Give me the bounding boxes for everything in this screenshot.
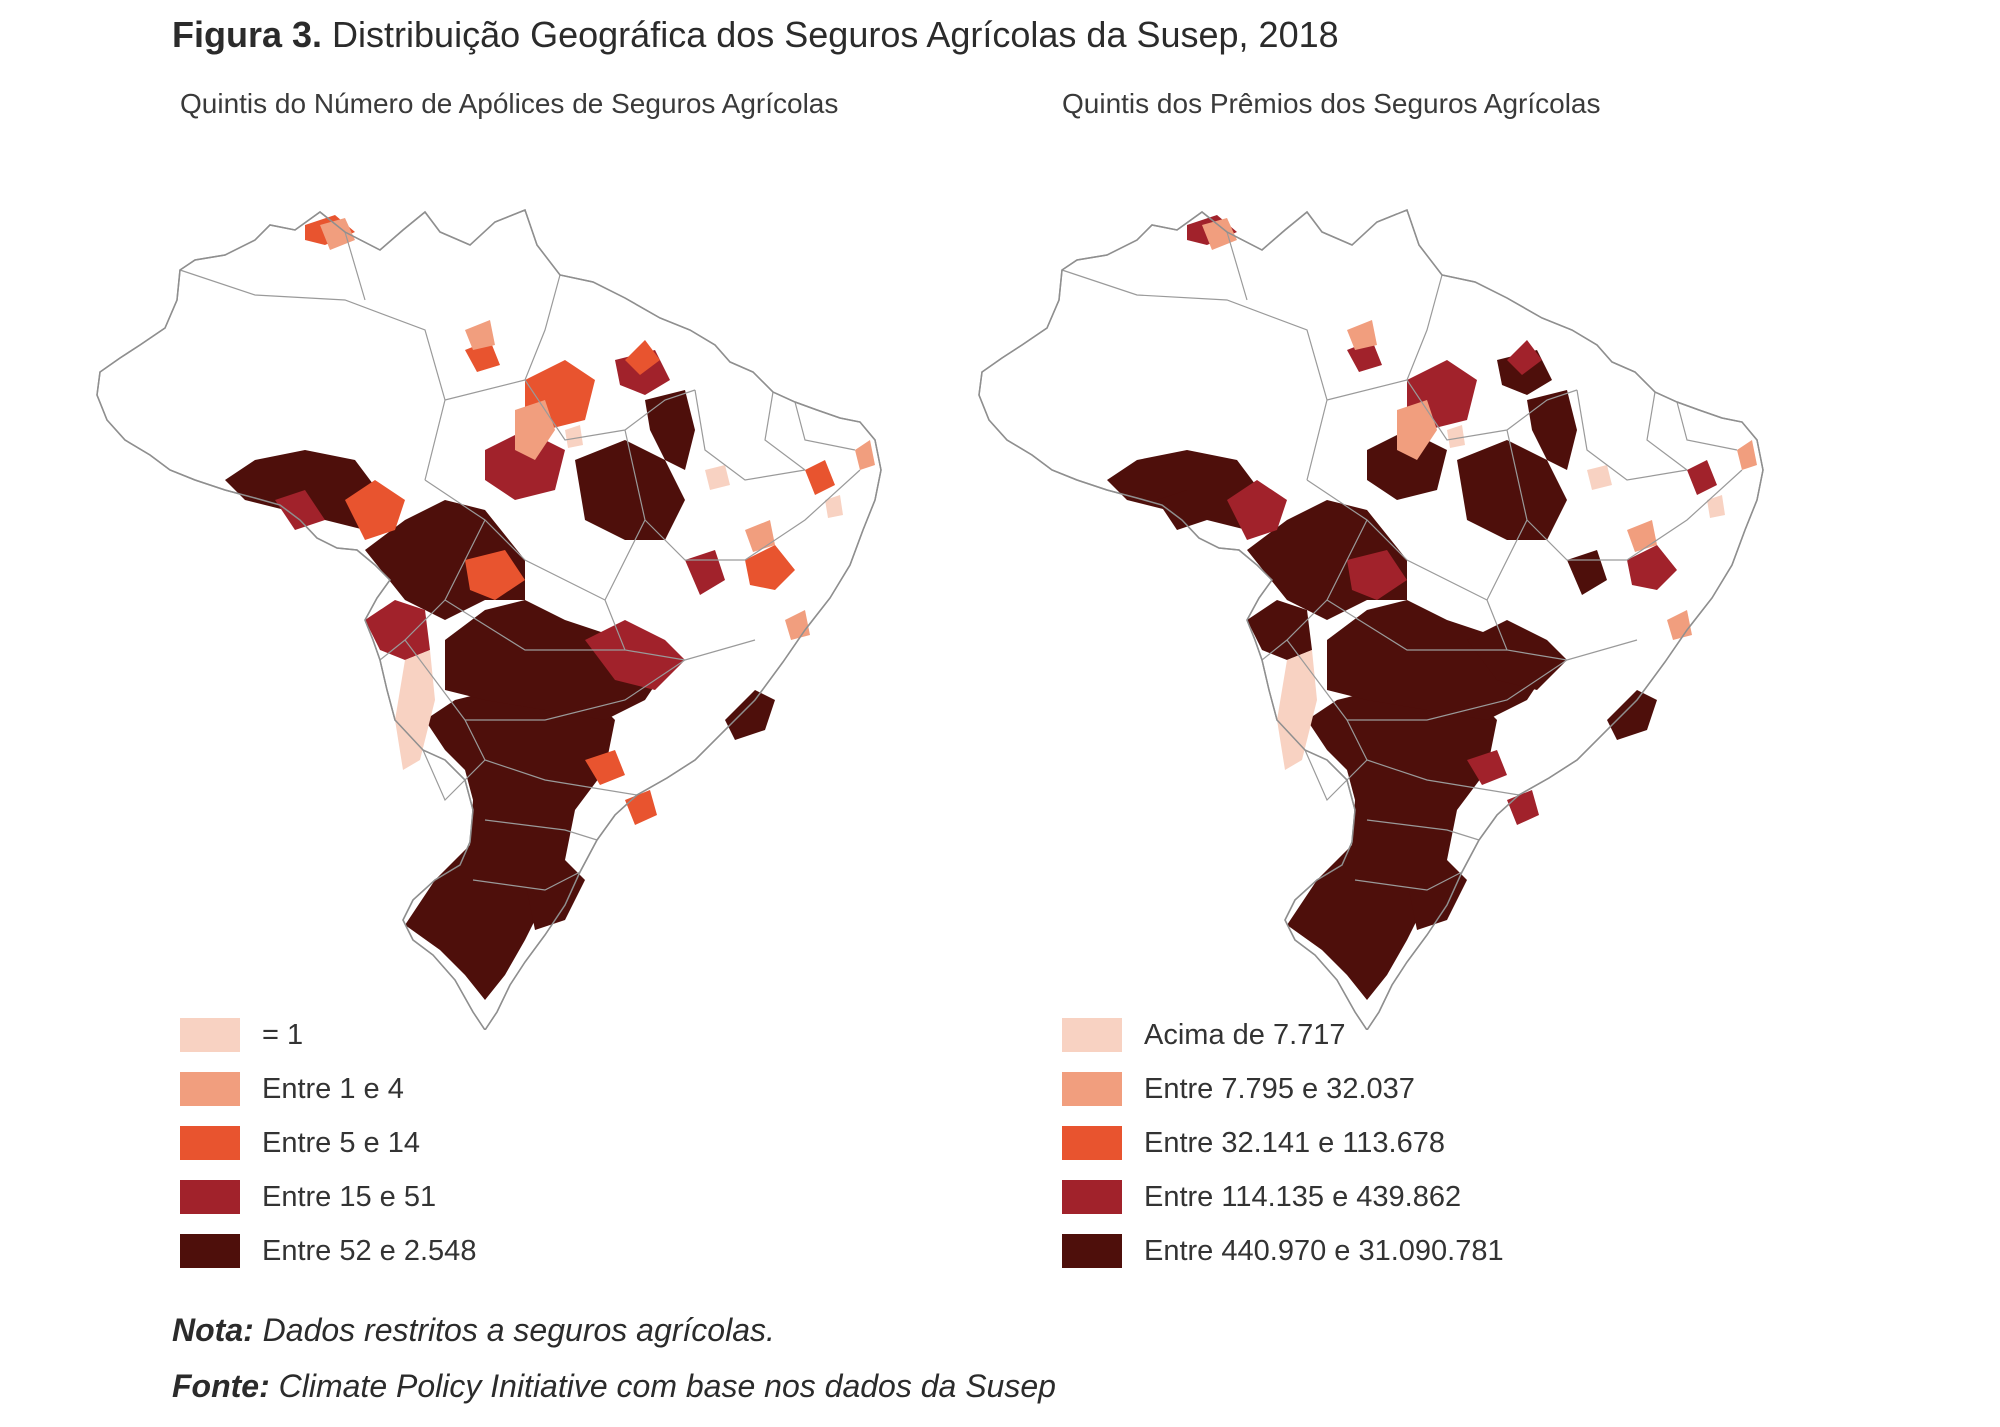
- legend-item: Entre 15 e 51: [180, 1170, 476, 1224]
- map-region-q4: [485, 430, 565, 500]
- map-region-q5: [1607, 690, 1657, 740]
- map-region-q1: [1277, 650, 1317, 770]
- map-region-q3: [805, 460, 835, 495]
- map-region-q2: [855, 440, 875, 470]
- right-map-patches: [1107, 215, 1757, 1000]
- figure-title: Figura 3. Distribuição Geográfica dos Se…: [172, 14, 1339, 56]
- map-region-q1: [565, 425, 583, 448]
- legend-swatch: [1062, 1180, 1122, 1214]
- map-region-q2: [465, 320, 495, 350]
- map-region-q4: [1467, 750, 1507, 785]
- map-region-q5: [1327, 600, 1547, 720]
- right-map-subtitle: Quintis dos Prêmios dos Seguros Agrícola…: [1062, 88, 1601, 119]
- legend-item: Acima de 7.717: [1062, 1008, 1504, 1062]
- map-region-q5: [405, 690, 615, 1000]
- map-region-q4: [1227, 480, 1287, 540]
- map-region-q2: [320, 218, 355, 250]
- left-map-subtitle: Quintis do Número de Apólices de Seguros…: [180, 88, 839, 119]
- map-region-q3: [585, 750, 625, 785]
- legend-item: Entre 7.795 e 32.037: [1062, 1062, 1504, 1116]
- map-region-q5: [1287, 690, 1497, 1000]
- note-label: Nota:: [172, 1312, 254, 1348]
- map-region-q5: [1457, 440, 1567, 540]
- legend-item: Entre 32.141 e 113.678: [1062, 1116, 1504, 1170]
- map-region-q5: [1467, 620, 1567, 690]
- legend-swatch: [1062, 1072, 1122, 1106]
- map-region-q4: [1627, 545, 1677, 590]
- legend-item: Entre 440.970 e 31.090.781: [1062, 1224, 1504, 1278]
- source-text: Climate Policy Initiative com base nos d…: [269, 1368, 1056, 1404]
- map-region-q1: [395, 650, 435, 770]
- legend-label: Entre 5 e 14: [262, 1126, 420, 1159]
- left-choropleth-map: [96, 209, 882, 1030]
- map-region-q4: [365, 600, 430, 660]
- legend-label: Acima de 7.717: [1144, 1018, 1346, 1051]
- legend-item: Entre 1 e 4: [180, 1062, 476, 1116]
- legend-swatch: [180, 1180, 240, 1214]
- legend-swatch: [1062, 1126, 1122, 1160]
- map-region-q4: [585, 620, 685, 690]
- legend-label: Entre 15 e 51: [262, 1180, 437, 1213]
- map-region-q2: [1202, 218, 1237, 250]
- map-region-q4: [1347, 550, 1407, 600]
- note-text: Dados restritos a seguros agrícolas.: [253, 1312, 775, 1348]
- map-region-q5: [445, 600, 665, 720]
- map-region-q4: [1507, 340, 1542, 375]
- right-choropleth-map: [978, 209, 1764, 1030]
- map-region-q5: [575, 440, 685, 540]
- legend-label: Entre 440.970 e 31.090.781: [1144, 1234, 1504, 1267]
- map-region-q1: [705, 465, 730, 490]
- figure-label: Figura 3.: [172, 14, 323, 55]
- map-region-q4: [1687, 460, 1717, 495]
- map-region-q2: [515, 400, 555, 460]
- legend-swatch: [1062, 1234, 1122, 1268]
- map-region-q2: [1737, 440, 1757, 470]
- map-region-q1: [1587, 465, 1612, 490]
- legend-item: = 1: [180, 1008, 476, 1062]
- right-map-legend: Acima de 7.717 Entre 7.795 e 32.037 Entr…: [1062, 1008, 1504, 1278]
- map-region-q5: [645, 390, 695, 470]
- left-map-legend: = 1 Entre 1 e 4 Entre 5 e 14 Entre 15 e …: [180, 1008, 476, 1278]
- map-region-q5: [1567, 550, 1607, 595]
- legend-label: Entre 52 e 2.548: [262, 1234, 477, 1267]
- map-region-q3: [345, 480, 405, 540]
- legend-item: Entre 52 e 2.548: [180, 1224, 476, 1278]
- figure-title-text: Distribuição Geográfica dos Seguros Agrí…: [332, 14, 1339, 55]
- map-region-q3: [745, 545, 795, 590]
- legend-label: Entre 1 e 4: [262, 1072, 404, 1105]
- legend-swatch: [180, 1018, 240, 1052]
- left-map-patches: [225, 215, 875, 1000]
- map-region-q5: [1247, 600, 1312, 660]
- legend-swatch: [180, 1234, 240, 1268]
- map-region-q5: [725, 690, 775, 740]
- map-region-q4: [275, 490, 325, 530]
- map-region-q5: [1157, 490, 1207, 530]
- legend-swatch: [180, 1072, 240, 1106]
- map-region-q2: [1397, 400, 1437, 460]
- legend-label: Entre 114.135 e 439.862: [1144, 1180, 1462, 1213]
- map-region-q3: [465, 550, 525, 600]
- note-line: Nota: Dados restritos a seguros agrícola…: [172, 1312, 775, 1349]
- map-region-q4: [685, 550, 725, 595]
- map-region-q1: [1707, 495, 1725, 518]
- map-region-q1: [1447, 425, 1465, 448]
- map-region-q5: [1527, 390, 1577, 470]
- source-line: Fonte: Climate Policy Initiative com bas…: [172, 1368, 1056, 1405]
- legend-item: Entre 114.135 e 439.862: [1062, 1170, 1504, 1224]
- map-region-q2: [745, 520, 775, 552]
- source-label: Fonte:: [172, 1368, 270, 1404]
- legend-label: Entre 32.141 e 113.678: [1144, 1126, 1445, 1159]
- map-region-q2: [1347, 320, 1377, 350]
- map-region-q1: [825, 495, 843, 518]
- legend-swatch: [180, 1126, 240, 1160]
- map-region-q3: [625, 340, 660, 375]
- legend-label: Entre 7.795 e 32.037: [1144, 1072, 1415, 1105]
- legend-label: = 1: [262, 1018, 304, 1051]
- legend-item: Entre 5 e 14: [180, 1116, 476, 1170]
- legend-swatch: [1062, 1018, 1122, 1052]
- map-region-q2: [1627, 520, 1657, 552]
- map-region-q5: [1367, 430, 1447, 500]
